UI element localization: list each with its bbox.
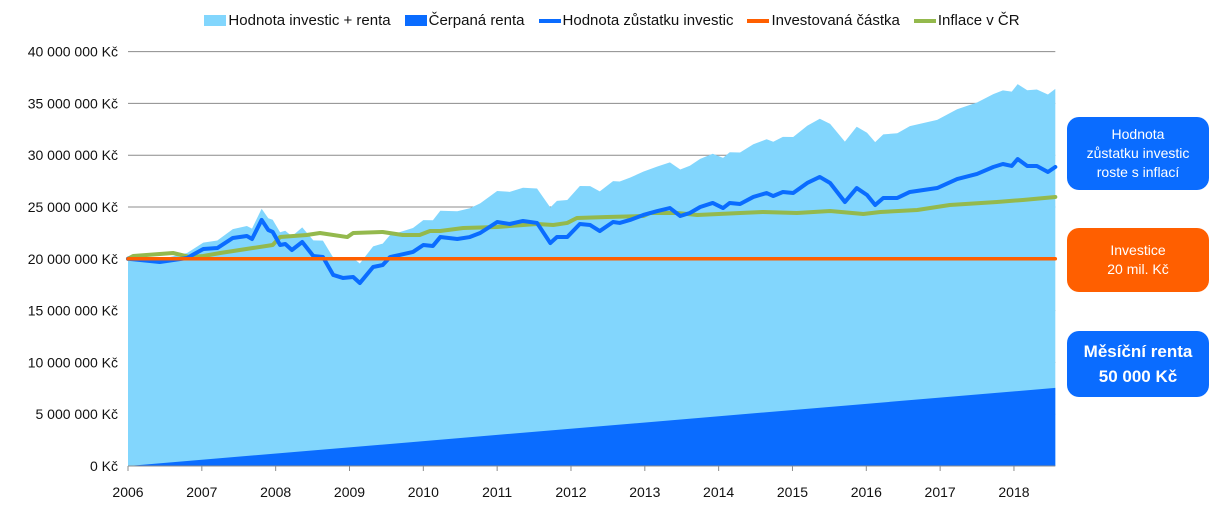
y-tick-label: 15 000 000 Kč (28, 303, 118, 319)
y-tick-label: 35 000 000 Kč (28, 95, 118, 111)
callout-inflation: Hodnota zůstatku investic roste s inflac… (1067, 117, 1209, 190)
y-tick-label: 10 000 000 Kč (28, 354, 118, 370)
legend-swatch (913, 18, 936, 23)
legend-label: Investovaná částka (771, 12, 900, 29)
legend-label: Čerpaná renta (428, 12, 525, 29)
x-tick-label: 2006 (112, 484, 143, 500)
callout-investment: Investice 20 mil. Kč (1067, 228, 1209, 292)
legend-swatch (747, 18, 770, 23)
legend-item-remaining: Hodnota zůstatku investic (538, 12, 734, 29)
legend-swatch (538, 18, 561, 23)
legend-item-total: Hodnota investic + renta (204, 12, 391, 29)
y-tick-label: 40 000 000 Kč (28, 44, 118, 60)
y-tick-label: 20 000 000 Kč (28, 251, 118, 267)
y-tick-label: 0 Kč (90, 458, 118, 474)
x-tick-label: 2018 (998, 484, 1029, 500)
line-remaining-value (126, 157, 1058, 286)
y-tick-label: 30 000 000 Kč (28, 147, 118, 163)
x-tick-label: 2015 (777, 484, 808, 500)
legend: Hodnota investic + renta Čerpaná renta H… (0, 12, 1224, 29)
x-tick-label: 2013 (629, 484, 660, 500)
line-inflation (126, 194, 1058, 261)
legend-swatch (404, 15, 427, 26)
x-tick-label: 2011 (482, 484, 512, 500)
y-tick-label: 25 000 000 Kč (28, 199, 118, 215)
x-tick-label: 2012 (555, 484, 586, 500)
x-tick-label: 2014 (703, 484, 734, 500)
legend-label: Hodnota investic + renta (228, 12, 391, 29)
legend-label: Inflace v ČR (937, 12, 1020, 29)
x-tick-label: 2008 (260, 484, 291, 500)
legend-item-inflation: Inflace v ČR (913, 12, 1020, 29)
y-tick-label: 5 000 000 Kč (35, 406, 118, 422)
x-tick-label: 2007 (186, 484, 217, 500)
x-tick-label: 2016 (851, 484, 882, 500)
x-tick-label: 2017 (925, 484, 956, 500)
area-drawn-rent (128, 387, 1056, 466)
legend-swatch (204, 15, 227, 26)
x-tick-label: 2009 (334, 484, 365, 500)
callout-rent: Měsíční renta 50 000 Kč (1067, 331, 1209, 397)
legend-item-invested: Investovaná částka (747, 12, 900, 29)
legend-label: Hodnota zůstatku investic (562, 12, 734, 29)
legend-item-rent: Čerpaná renta (404, 12, 525, 29)
x-tick-label: 2010 (408, 484, 439, 500)
